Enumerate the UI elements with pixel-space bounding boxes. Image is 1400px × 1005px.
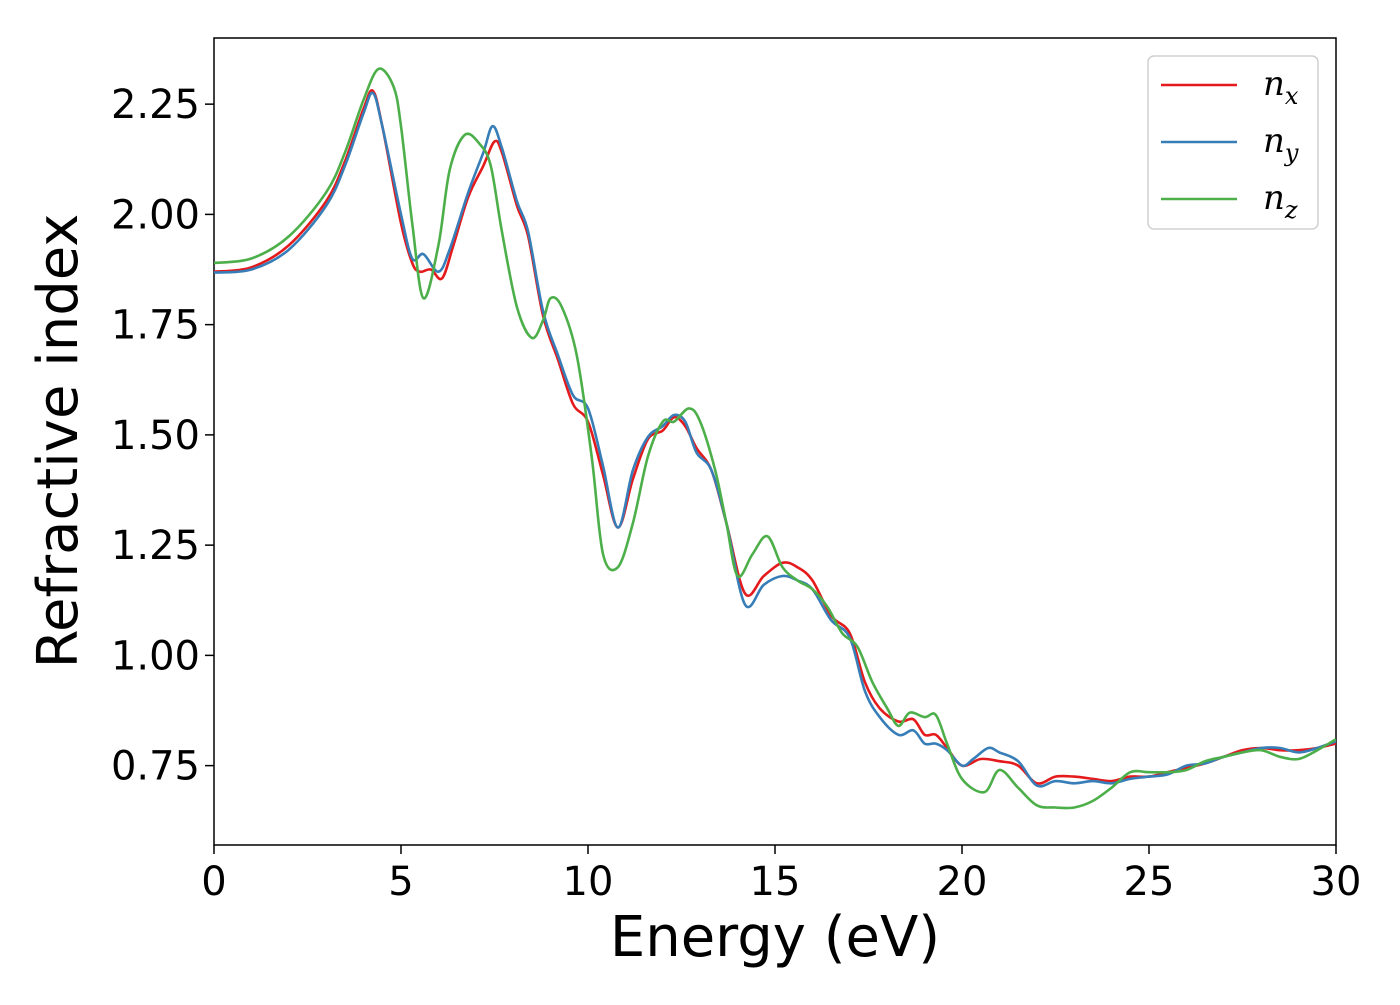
legend-label-n-x: nx: [1263, 64, 1299, 110]
x-axis-ticks: 0 5 10 15 20 25 30: [201, 845, 1361, 905]
x-tick-label: 25: [1124, 859, 1175, 905]
y-tick-label: 0.75: [111, 744, 200, 790]
y-tick-label: 1.25: [111, 523, 200, 569]
x-tick-label: 30: [1311, 859, 1362, 905]
legend-label-n-y: ny: [1263, 121, 1299, 167]
series-lines: [214, 67, 1336, 810]
x-tick-label: 20: [937, 859, 988, 905]
x-axis-title: Energy (eV): [610, 905, 940, 970]
y-tick-label: 2.25: [111, 82, 200, 128]
y-tick-label: 1.00: [111, 633, 200, 679]
x-tick-label: 15: [750, 859, 801, 905]
series-line-n-z: [214, 67, 1336, 810]
x-tick-label: 0: [201, 859, 226, 905]
x-tick-label: 10: [563, 859, 614, 905]
y-tick-label: 1.50: [111, 413, 200, 459]
y-tick-label: 1.75: [111, 303, 200, 349]
y-tick-label: 2.00: [111, 192, 200, 238]
legend: nx ny nz: [1147, 55, 1319, 230]
legend-label-n-z: nz: [1263, 178, 1298, 224]
series-line-n-y: [214, 91, 1336, 788]
x-tick-label: 5: [388, 859, 413, 905]
y-axis-ticks: 0.75 1.00 1.25 1.50 1.75 2.00 2.25: [111, 82, 214, 790]
y-axis-title: Refractive index: [26, 214, 91, 669]
